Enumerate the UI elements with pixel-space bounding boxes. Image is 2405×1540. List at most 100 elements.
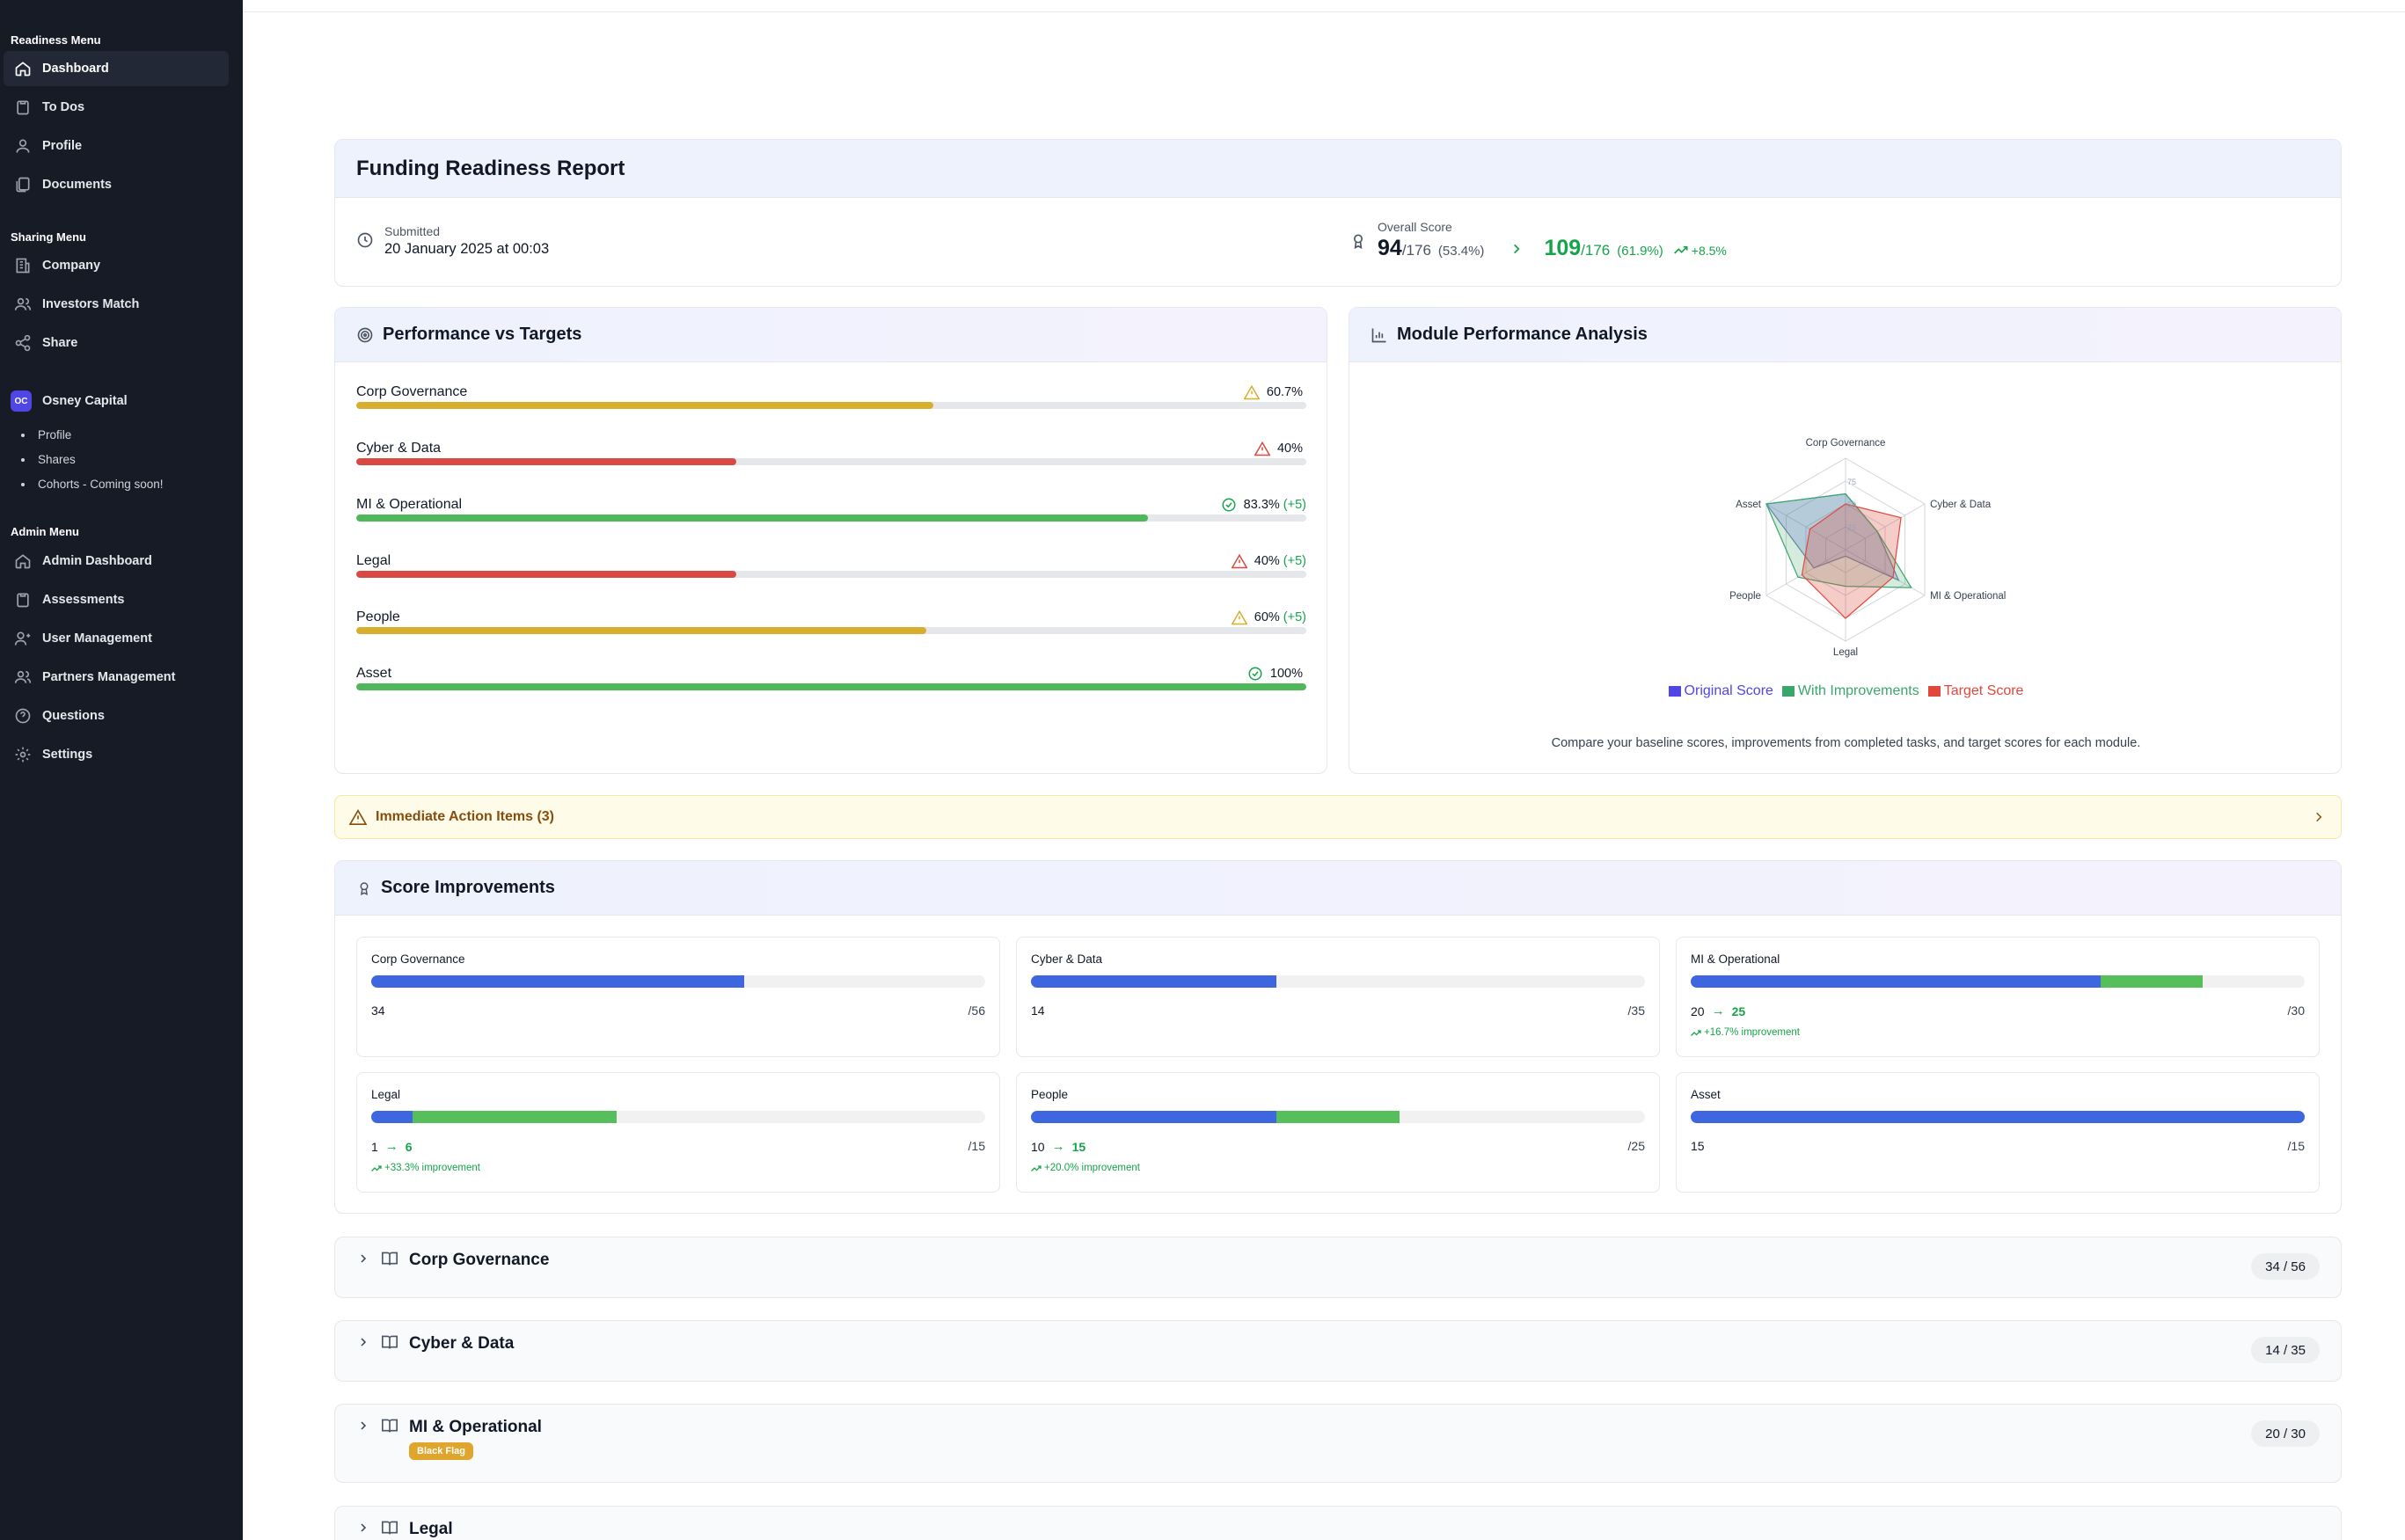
tile-score: 34 [371,1004,385,1018]
sidebar-item-admin-dashboard[interactable]: Admin Dashboard [4,544,229,579]
org-item-profile[interactable]: Profile [21,428,71,442]
performance-progress-fill [356,571,736,578]
tile-original-fill [1031,1111,1277,1123]
sidebar-item-todos[interactable]: To Dos [4,90,229,125]
tile-original-score: 1 [371,1139,378,1154]
tile-improvement-fill [2100,975,2204,988]
sidebar-item-assessments[interactable]: Assessments [4,582,229,617]
radar-legend-item[interactable]: With Improvements [1781,683,1919,699]
chevron-right-icon [1510,241,1523,259]
performance-row-name: Cyber & Data [356,441,442,456]
sidebar-item-company[interactable]: Company [4,248,229,283]
module-accordion[interactable]: Legal [334,1506,2342,1540]
report-header: Funding Readiness Report [335,140,2341,198]
tile-max-score: /56 [968,1004,985,1018]
module-accordion[interactable]: MI & Operational Black Flag 20 / 30 [334,1404,2342,1483]
org-switcher[interactable]: OC Osney Capital [11,390,128,412]
legend-label: Original Score [1684,683,1773,698]
tile-improvement: +33.3% improvement [371,1163,480,1173]
admin-menu-title: Admin Menu [11,525,79,538]
home-icon [15,62,31,77]
check-circle-icon [1247,666,1270,682]
sidebar-item-settings[interactable]: Settings [4,737,229,772]
score-improvements-header: Score Improvements [335,861,2341,916]
tile-max-score: /30 [2287,1004,2305,1018]
sidebar-item-share[interactable]: Share [4,325,229,361]
module-accordion[interactable]: Corp Governance 34 / 56 [334,1237,2342,1298]
radar-category-label: Asset [1736,500,1762,510]
user-icon [14,631,31,646]
score-improvement-tile: Cyber & Data 14 /35 [1016,937,1660,1057]
book-open-icon [381,1520,398,1540]
score-improvement-tile: Asset 15 /15 [1676,1072,2320,1193]
target-icon [356,326,374,344]
performance-value: 60% [1254,610,1280,624]
tile-original-score: 15 [1691,1139,1705,1153]
performance-value: 40% [1276,442,1303,456]
tile-score: 20 → 25 [1691,1004,1745,1018]
chevron-right-icon [2313,811,2325,823]
performance-progress-bar [356,515,1306,522]
performance-title: Performance vs Targets [383,325,582,344]
score-before: 94 [1378,236,1402,260]
performance-row-value: 60% (+5) [1231,609,1306,625]
warning-icon [1231,609,1254,625]
performance-row-value: 83.3% (+5) [1221,497,1306,513]
performance-row-value: 100% [1247,666,1306,682]
bar-chart-icon [1371,326,1388,344]
action-items-bar[interactable]: Immediate Action Items (3) [334,795,2342,839]
sidebar-item-label: Share [42,336,78,350]
module-analysis-caption: Compare your baseline scores, improvemen… [1551,736,2141,750]
sidebar-item-investors-match[interactable]: Investors Match [4,287,229,322]
tile-module-name: Corp Governance [371,952,465,966]
performance-progress-fill [356,402,933,409]
org-avatar: OC [11,390,32,412]
sidebar-item-label: Profile [42,139,83,153]
home-icon [15,554,31,569]
sidebar-item-questions[interactable]: Questions [4,698,229,734]
performance-row: Legal 40% (+5) [356,553,1306,580]
tile-original-score: 20 [1691,1004,1705,1018]
module-title: Corp Governance [409,1251,550,1269]
chevron-right-icon [358,1250,369,1268]
module-accordion[interactable]: Cyber & Data 14 / 35 [334,1320,2342,1382]
chevron-right-icon [358,1333,369,1352]
radar-category-label: Cyber & Data [1930,500,1992,510]
tile-score: 14 [1031,1004,1045,1018]
trending-up-icon [371,1164,382,1171]
performance-row: People 60% (+5) [356,609,1306,636]
chevron-right-icon [358,1519,369,1537]
tile-improvement-fill [1276,1111,1400,1123]
submitted-date: 20 January 2025 at 00:03 [384,241,550,257]
org-item-shares[interactable]: Shares [21,453,76,466]
module-title: MI & Operational [409,1418,542,1436]
sidebar-item-partners-management[interactable]: Partners Management [4,660,229,695]
report-card: Funding Readiness Report Submitted 20 Ja… [334,139,2342,287]
performance-progress-bar [356,458,1306,465]
trending-up-icon [1673,245,1688,255]
top-divider [243,11,2405,12]
sidebar-item-user-management[interactable]: User Management [4,621,229,656]
performance-row: MI & Operational 83.3% (+5) [356,497,1306,523]
sidebar-item-label: Dashboard [42,62,109,76]
sidebar-item-documents[interactable]: Documents [4,167,229,202]
score-improvement-tile: MI & Operational 20 → 25 /30 +16.7% improv… [1676,937,2320,1057]
tile-improved-score: 25 [1731,1004,1746,1018]
radar-tick-label: 25 [1847,523,1856,532]
radar-legend: Original Score With Improvements Target Sc… [1349,683,2341,699]
sidebar-item-dashboard[interactable]: Dashboard [4,51,229,86]
radar-legend-item[interactable]: Original Score [1668,683,1773,699]
tile-score: 10 → 15 [1031,1139,1086,1154]
performance-delta: (+5) [1283,498,1306,512]
user-icon [16,139,30,153]
tile-original-fill [1691,1111,2305,1123]
org-item-cohorts[interactable]: Cohorts - Coming soon! [21,478,164,491]
sidebar-item-label: Questions [42,709,105,723]
radar-legend-item[interactable]: Target Score [1927,683,2023,699]
readiness-menu-title: Readiness Menu [11,33,101,47]
sidebar-item-label: User Management [42,631,152,646]
building-icon [16,258,30,274]
sidebar-item-label: Documents [42,178,112,192]
module-title: Legal [409,1520,453,1538]
sidebar-item-profile[interactable]: Profile [4,128,229,164]
